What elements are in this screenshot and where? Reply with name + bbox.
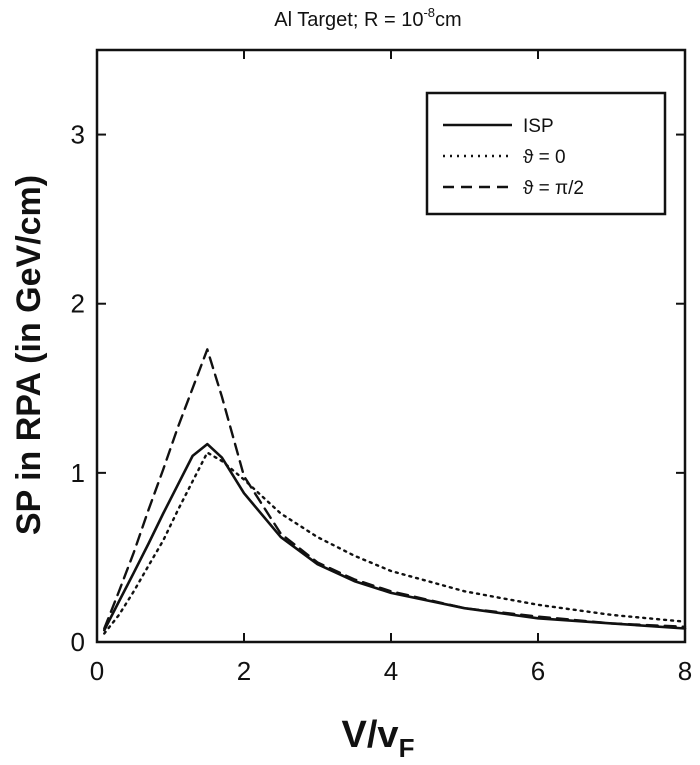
y-axis-title: SP in RPA (in GeV/cm): [10, 175, 48, 535]
x-tick-label: 0: [90, 656, 104, 686]
legend-items: ISP ϑ = 0 ϑ = π/2: [443, 116, 584, 199]
series-line-3: [103, 348, 687, 630]
y-tick-label: 1: [71, 458, 85, 488]
legend: ISP ϑ = 0 ϑ = π/2: [425, 91, 667, 216]
series-layer: [103, 348, 687, 635]
chart-title: Al Target; R = 10-8cm: [274, 5, 461, 31]
x-axis-title-subscript: F: [399, 733, 415, 763]
legend-label: ϑ = 0: [523, 147, 566, 168]
x-tick-label: 2: [237, 656, 251, 686]
series-line-2: [103, 451, 687, 635]
x-tick-label: 8: [678, 656, 692, 686]
y-axis: 0 1 2 3: [71, 120, 685, 657]
legend-label: ϑ = π/2: [523, 178, 584, 199]
y-tick-label: 3: [71, 120, 85, 150]
x-axis: 0 2 4 6 8: [90, 50, 692, 686]
series-line-1: [103, 442, 687, 632]
chart-title-suffix: cm: [435, 9, 462, 31]
y-tick-label: 0: [71, 627, 85, 657]
legend-label: ISP: [523, 116, 554, 137]
legend-box: [425, 91, 667, 216]
chart-title-superscript: -8: [423, 5, 435, 20]
y-tick-label: 2: [71, 289, 85, 319]
x-axis-title: V/vF: [342, 714, 415, 763]
x-tick-label: 6: [531, 656, 545, 686]
x-tick-label: 4: [384, 656, 398, 686]
